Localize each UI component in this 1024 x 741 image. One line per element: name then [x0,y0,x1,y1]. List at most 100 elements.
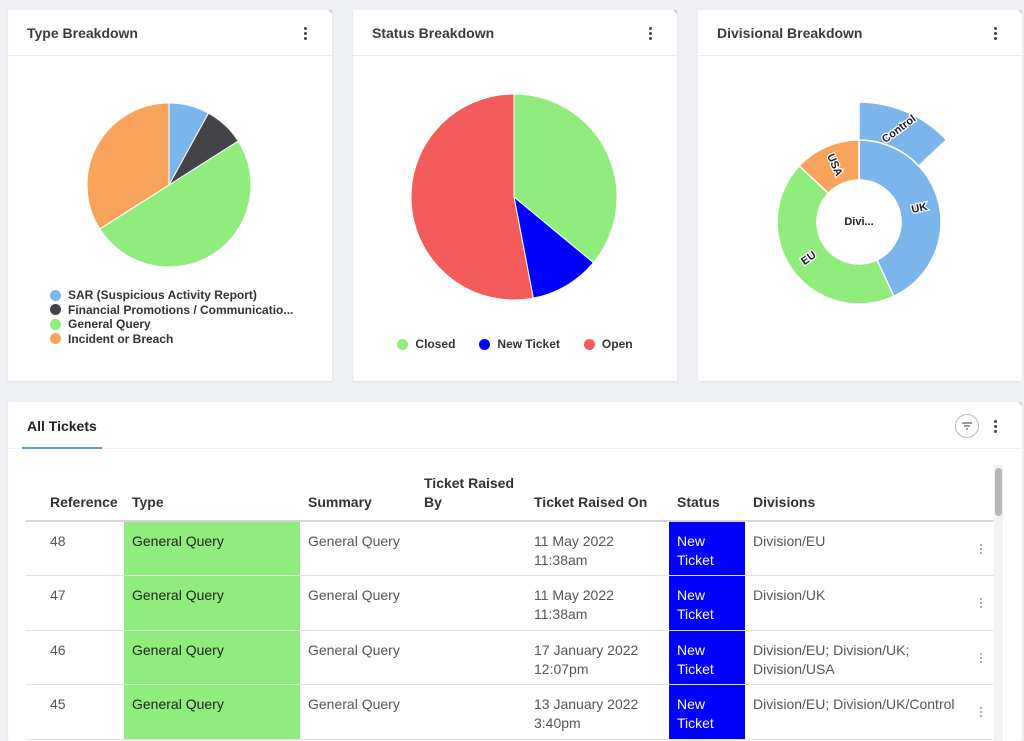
column-header-reference[interactable]: Reference [26,465,124,522]
status-pie-chart [410,93,618,301]
cell-divisions: Division/EU [745,521,968,576]
legend-dot-icon [50,304,61,316]
cell-status: New Ticket [669,575,745,631]
cell-type: General Query [124,575,300,631]
corner-mark [1018,10,1022,14]
more-options-icon[interactable] [298,24,312,42]
sunburst-label-uk: UK [910,201,928,216]
cell-raised-by [416,630,526,685]
corner-mark [328,10,332,14]
legend-dot-icon [50,333,61,345]
legend-label: New Ticket [497,337,560,351]
table-row[interactable]: 45 General Query General Query 13 January 2… [26,684,994,740]
card-header: Status Breakdown [353,10,677,56]
cell-status: New Ticket [669,630,745,685]
legend-label: General Query [68,317,151,332]
cell-type: General Query [124,521,300,576]
row-actions [968,684,994,740]
cell-raised-by [416,521,526,576]
table-row[interactable]: 47 General Query General Query 11 May 2022 … [26,575,994,631]
card-header: Type Breakdown [8,10,332,56]
legend-item[interactable]: Open [583,337,633,351]
cell-raised-on: 17 January 2022 12:07pm [526,630,669,685]
tickets-table: Reference Type Summary Ticket Raised By … [26,465,994,740]
row-more-options-icon[interactable] [980,544,982,554]
cell-raised-on: 13 January 2022 3:40pm [526,684,669,740]
cell-reference: 46 [26,630,124,685]
cell-reference: 48 [26,521,124,576]
legend-item[interactable]: New Ticket [479,337,560,351]
legend-dot-icon [479,338,491,350]
pie-slice-new-ticket[interactable] [513,195,595,299]
table-header-row: Reference Type Summary Ticket Raised By … [26,465,994,522]
cell-summary: General Query [300,575,416,631]
cell-status: New Ticket [669,684,745,740]
more-options-icon[interactable] [988,24,1002,42]
cell-raised-on: 11 May 2022 11:38am [526,521,669,576]
column-header-type[interactable]: Type [124,465,300,522]
filter-icon [962,422,972,430]
column-header-divisions[interactable]: Divisions [745,465,968,522]
row-actions [968,630,994,685]
tickets-table-wrap: Reference Type Summary Ticket Raised By … [26,465,994,741]
legend-label: Incident or Breach [68,331,174,346]
legend-dot-icon [583,338,595,350]
cell-raised-by [416,575,526,631]
card-title: Status Breakdown [372,25,495,41]
cell-divisions: Division/UK [745,575,968,631]
cell-type: General Query [124,630,300,685]
cell-divisions: Division/EU; Division/UK/Control [745,684,968,740]
divisional-breakdown-card: Divisional Breakdown UK EU USA Control Divi.… [698,10,1022,381]
cell-raised-on: 11 May 2022 11:38am [526,575,669,631]
pie-slice-open[interactable] [410,93,534,301]
cell-type: General Query [124,684,300,740]
legend-item[interactable]: General Query [50,317,293,332]
column-header-raised-by[interactable]: Ticket Raised By [416,465,526,522]
corner-mark [1018,402,1022,406]
legend-item[interactable]: SAR (Suspicious Activity Report) [50,288,293,303]
row-more-options-icon[interactable] [980,652,982,663]
legend-dot-icon [50,318,61,330]
cell-status: New Ticket [669,521,745,576]
row-actions [968,575,994,631]
pie-slice-closed[interactable] [513,93,618,264]
cell-raised-by [416,684,526,740]
row-more-options-icon[interactable] [980,598,982,608]
filter-button[interactable] [955,414,979,438]
row-actions [968,521,994,576]
row-more-options-icon[interactable] [980,707,982,717]
type-legend: SAR (Suspicious Activity Report) Financia… [50,288,293,346]
column-header-raised-on[interactable]: Ticket Raised On [526,465,669,522]
card-title: Divisional Breakdown [717,25,863,41]
legend-label: Closed [415,337,456,351]
legend-label: Financial Promotions / Communicatio... [68,302,294,317]
card-title: Type Breakdown [27,25,138,41]
table-row[interactable]: 48 General Query General Query 11 May 2022 … [26,521,994,576]
more-options-icon[interactable] [988,417,1002,435]
column-header-status[interactable]: Status [669,465,745,522]
legend-label: Open [601,337,633,351]
type-breakdown-card: Type Breakdown SAR (Suspicious Activity … [8,10,332,381]
cell-reference: 47 [26,575,124,631]
sunburst-segment-control[interactable] [858,101,948,167]
column-header-actions [968,465,994,522]
pie-slice-general-query[interactable] [99,140,252,268]
more-options-icon[interactable] [643,24,657,42]
legend-item[interactable]: Closed [397,337,455,351]
cell-summary: General Query [300,684,416,740]
sunburst-center-label: Divi... [844,216,873,228]
card-header: Divisional Breakdown [698,10,1022,56]
table-row[interactable]: 46 General Query General Query 17 January 2… [26,630,994,685]
column-header-summary[interactable]: Summary [300,465,416,522]
table-scrollbar[interactable] [994,465,1003,741]
scrollbar-thumb[interactable] [995,468,1002,516]
legend-item[interactable]: Incident or Breach [50,332,293,347]
pie-slice-incident-or-breach[interactable] [86,102,170,230]
status-breakdown-card: Status Breakdown Closed New Ticket Open [353,10,677,381]
legend-item[interactable]: Financial Promotions / Communicatio... [50,303,293,318]
sunburst-center [817,180,901,264]
status-legend: Closed New Ticket Open [353,337,677,351]
cell-summary: General Query [300,521,416,576]
legend-label: SAR (Suspicious Activity Report) [68,288,257,303]
tab-all-tickets[interactable]: All Tickets [22,402,102,449]
